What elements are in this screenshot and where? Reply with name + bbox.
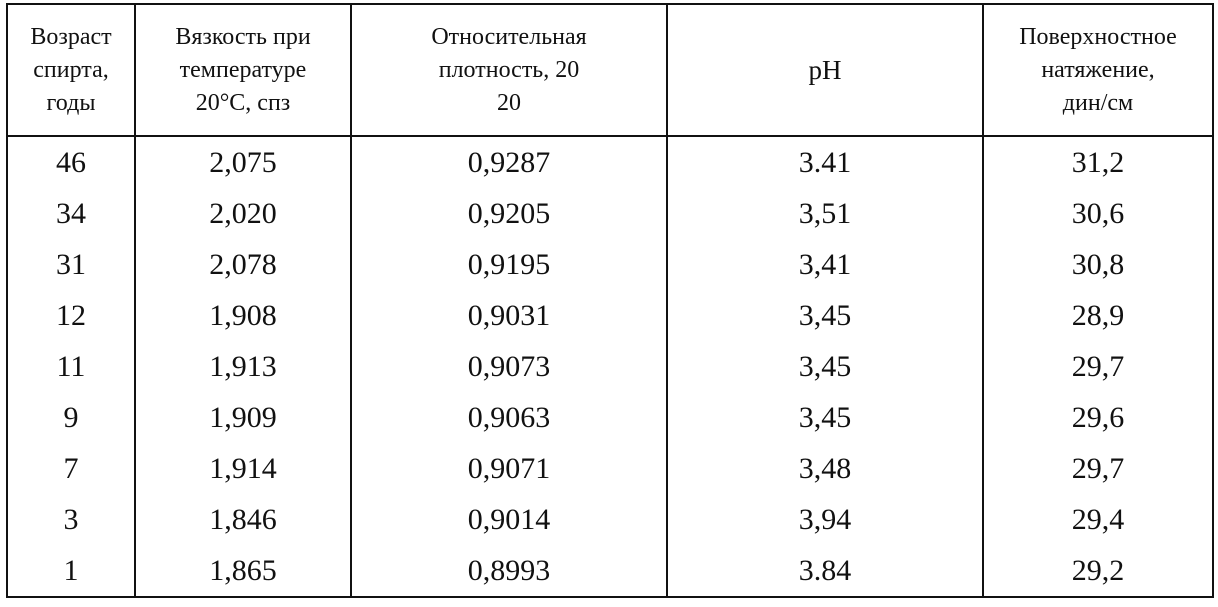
cell-ph: 3.41 xyxy=(666,136,984,188)
cell-density: 0,9195 xyxy=(350,239,668,290)
table-body: 46 2,075 0,9287 3.41 31,2 34 2,020 0,920… xyxy=(6,136,1214,597)
cell-age: 7 xyxy=(6,443,136,494)
cell-density: 0,9031 xyxy=(350,290,668,341)
cell-density: 0,9287 xyxy=(350,136,668,188)
cell-age: 1 xyxy=(6,545,136,597)
cell-surface-tension: 30,8 xyxy=(982,239,1214,290)
table-row: 11 1,913 0,9073 3,45 29,7 xyxy=(6,341,1214,392)
table-row: 3 1,846 0,9014 3,94 29,4 xyxy=(6,494,1214,545)
cell-age: 12 xyxy=(6,290,136,341)
cell-age: 34 xyxy=(6,188,136,239)
table-row: 34 2,020 0,9205 3,51 30,6 xyxy=(6,188,1214,239)
header-density-line-2: плотность, 20 xyxy=(438,56,580,83)
cell-ph: 3,48 xyxy=(666,443,984,494)
cell-ph: 3,45 xyxy=(666,290,984,341)
cell-age: 9 xyxy=(6,392,136,443)
cell-viscosity: 1,865 xyxy=(134,545,352,597)
table-row: 9 1,909 0,9063 3,45 29,6 xyxy=(6,392,1214,443)
cell-density: 0,9205 xyxy=(350,188,668,239)
cell-age: 3 xyxy=(6,494,136,545)
header-ph-label: рН xyxy=(808,54,842,85)
header-surface-tension: Поверхностное натяжение, дин/см xyxy=(982,4,1214,137)
cell-surface-tension: 31,2 xyxy=(982,136,1214,188)
header-ph: рН xyxy=(666,4,984,137)
spirit-properties-table: Возраст спирта, годы Вязкость при темпер… xyxy=(6,3,1214,598)
cell-age: 31 xyxy=(6,239,136,290)
header-density: Относительная плотность, 20 20 xyxy=(350,4,668,137)
cell-viscosity: 2,020 xyxy=(134,188,352,239)
header-age-line-1: Возраст xyxy=(30,23,112,50)
cell-density: 0,9073 xyxy=(350,341,668,392)
cell-age: 11 xyxy=(6,341,136,392)
cell-viscosity: 1,913 xyxy=(134,341,352,392)
header-viscosity: Вязкость при температуре 20°С, спз xyxy=(134,4,352,137)
cell-viscosity: 2,078 xyxy=(134,239,352,290)
cell-surface-tension: 29,7 xyxy=(982,443,1214,494)
table-row: 12 1,908 0,9031 3,45 28,9 xyxy=(6,290,1214,341)
header-surface-tension-line-3: дин/см xyxy=(1062,89,1134,116)
table-row: 46 2,075 0,9287 3.41 31,2 xyxy=(6,136,1214,188)
cell-viscosity: 1,908 xyxy=(134,290,352,341)
table-row: 7 1,914 0,9071 3,48 29,7 xyxy=(6,443,1214,494)
cell-density: 0,9063 xyxy=(350,392,668,443)
table-row: 1 1,865 0,8993 3.84 29,2 xyxy=(6,545,1214,597)
cell-ph: 3.84 xyxy=(666,545,984,597)
header-density-line-1: Относительная xyxy=(431,23,587,50)
cell-surface-tension: 30,6 xyxy=(982,188,1214,239)
header-row: Возраст спирта, годы Вязкость при темпер… xyxy=(6,4,1214,137)
cell-ph: 3,51 xyxy=(666,188,984,239)
cell-ph: 3,45 xyxy=(666,392,984,443)
cell-density: 0,9014 xyxy=(350,494,668,545)
header-viscosity-line-2: температуре xyxy=(179,56,307,83)
header-age: Возраст спирта, годы xyxy=(6,4,136,137)
header-age-line-2: спирта, xyxy=(33,56,109,83)
cell-ph: 3,41 xyxy=(666,239,984,290)
cell-surface-tension: 29,6 xyxy=(982,392,1214,443)
cell-age: 46 xyxy=(6,136,136,188)
header-surface-tension-line-2: натяжение, xyxy=(1041,56,1155,83)
table-header: Возраст спирта, годы Вязкость при темпер… xyxy=(6,4,1214,137)
header-age-line-3: годы xyxy=(46,89,96,116)
cell-surface-tension: 29,4 xyxy=(982,494,1214,545)
cell-density: 0,8993 xyxy=(350,545,668,597)
header-density-line-3: 20 xyxy=(497,89,521,116)
cell-viscosity: 1,914 xyxy=(134,443,352,494)
cell-ph: 3,94 xyxy=(666,494,984,545)
cell-viscosity: 2,075 xyxy=(134,136,352,188)
header-surface-tension-line-1: Поверхностное xyxy=(1019,23,1177,50)
cell-viscosity: 1,909 xyxy=(134,392,352,443)
cell-surface-tension: 28,9 xyxy=(982,290,1214,341)
cell-viscosity: 1,846 xyxy=(134,494,352,545)
cell-surface-tension: 29,7 xyxy=(982,341,1214,392)
cell-ph: 3,45 xyxy=(666,341,984,392)
header-viscosity-line-3: 20°С, спз xyxy=(195,89,291,116)
cell-surface-tension: 29,2 xyxy=(982,545,1214,597)
cell-density: 0,9071 xyxy=(350,443,668,494)
data-table-container: Возраст спирта, годы Вязкость при темпер… xyxy=(6,3,1214,603)
table-row: 31 2,078 0,9195 3,41 30,8 xyxy=(6,239,1214,290)
header-viscosity-line-1: Вязкость при xyxy=(175,23,311,50)
